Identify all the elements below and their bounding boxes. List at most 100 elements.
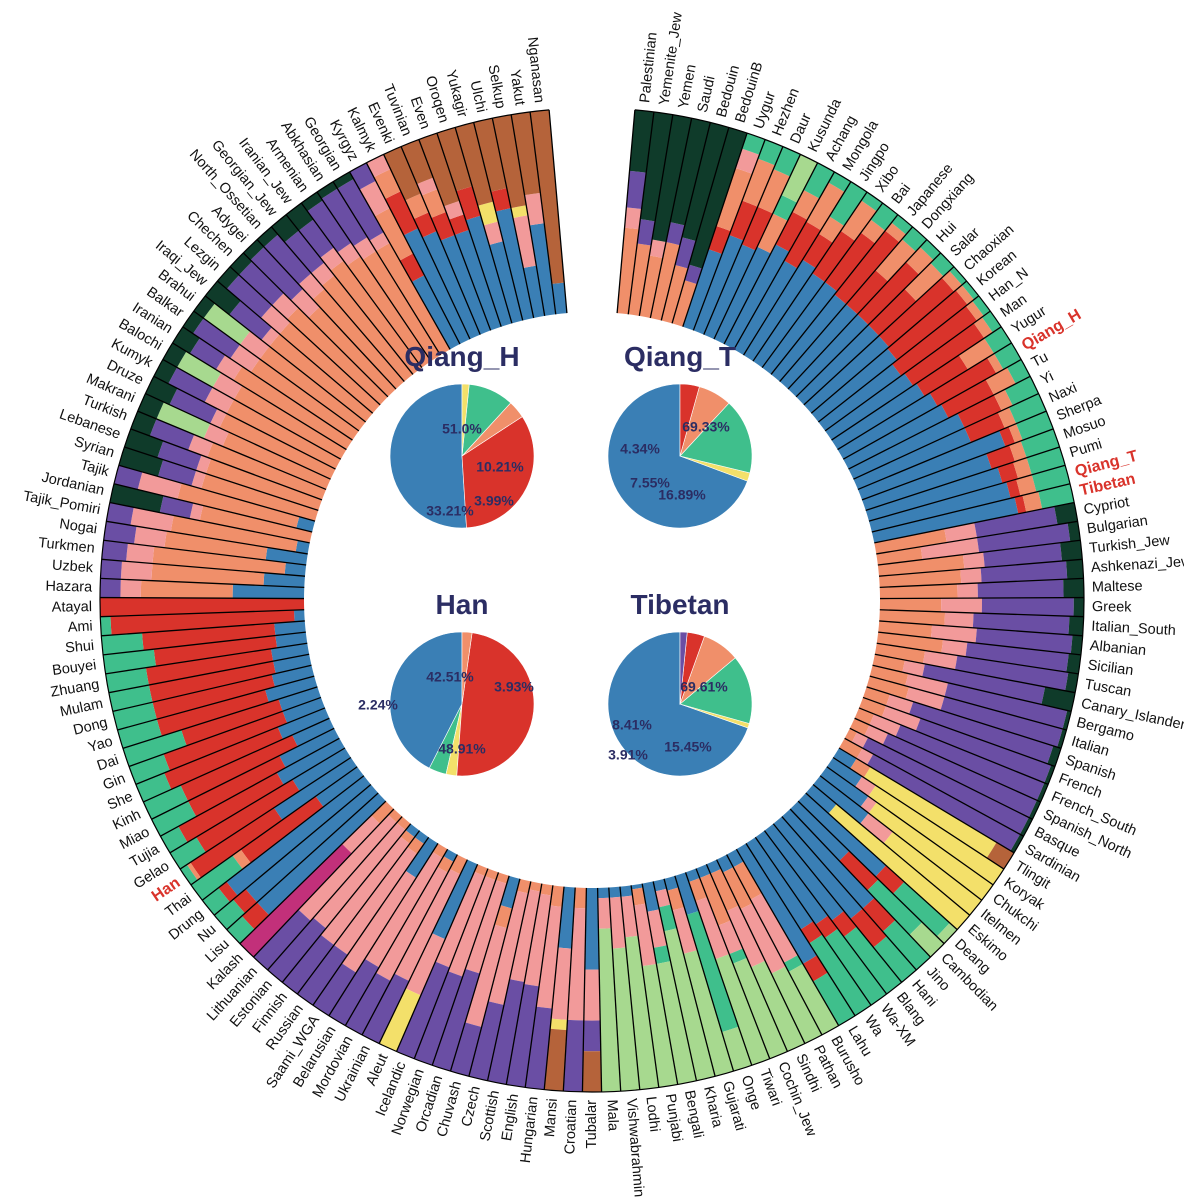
- bar-separator: [879, 596, 1084, 600]
- bar-segment-salmon: [371, 801, 394, 824]
- bar-separator: [878, 558, 1083, 577]
- bar-segment-yellow: [883, 831, 982, 916]
- bar-separator: [108, 653, 310, 694]
- bar-separator: [627, 111, 655, 315]
- bar-segment-red: [997, 462, 1019, 484]
- bar-segment-salmon: [672, 280, 697, 327]
- bar-sardinian: [839, 737, 1024, 853]
- bar-segment-purple: [684, 264, 703, 285]
- pie-percent-label: 4.34%: [620, 441, 660, 457]
- bar-segment-purple: [974, 506, 1058, 538]
- bar-separator: [862, 696, 1056, 768]
- bar-eskimo: [805, 784, 971, 930]
- bar-segment-pink: [567, 907, 586, 1021]
- bar-segment-purple: [100, 578, 121, 598]
- bar-segment-pink: [359, 180, 390, 217]
- bar-tu: [842, 358, 1031, 470]
- pop-label-turkish-jew: Turkish_Jew: [1089, 533, 1172, 557]
- bar-segment-purple: [965, 642, 1069, 672]
- bar-segment-green: [843, 926, 902, 995]
- bar-segment-pink: [465, 880, 507, 974]
- bar-segment-blue: [226, 775, 371, 896]
- bar-segment-lightgreen: [788, 963, 839, 1035]
- bar-segment-lightgreen: [750, 960, 805, 1052]
- bar-segment-salmon: [906, 247, 934, 275]
- bar-segment-blue: [811, 348, 897, 422]
- bar-segment-red: [839, 851, 879, 891]
- bar-segment-green: [882, 920, 931, 970]
- bar-separator: [109, 501, 310, 544]
- bar-separator: [130, 428, 323, 501]
- pop-label-shui: Shui: [64, 638, 94, 657]
- bar-segment-darkgreen: [1068, 616, 1084, 636]
- bar-segment-pink: [869, 714, 901, 737]
- bar-segment-pink: [260, 305, 291, 334]
- bar-segment-pink: [962, 552, 985, 570]
- bar-separator: [213, 784, 372, 916]
- bar-segment-darkgreen: [1028, 800, 1041, 820]
- bar-separator: [878, 631, 1082, 656]
- bar-separator: [100, 596, 305, 600]
- bar-separator: [135, 707, 326, 785]
- bar-segment-blue: [274, 620, 306, 636]
- bar-separator: [162, 358, 342, 460]
- bar-segment-red: [431, 212, 455, 241]
- bar-segment-purple: [345, 972, 391, 1035]
- bar-segment-red: [240, 796, 324, 863]
- bar-segment-green: [961, 281, 979, 300]
- bar-segment-salmon: [474, 864, 488, 877]
- bar-segment-green: [1038, 483, 1075, 509]
- bar-xibo: [752, 191, 883, 368]
- bar-segment-salmon: [540, 883, 553, 896]
- bar-segment-blue: [584, 887, 600, 970]
- bar-segment-purple: [229, 300, 272, 340]
- bar-segment-purple: [239, 261, 284, 306]
- pop-label-lodhi: Lodhi: [642, 1096, 662, 1133]
- bar-segment-salmon: [388, 809, 403, 823]
- bar-separator: [113, 483, 313, 533]
- bar-segment-salmon: [164, 531, 268, 561]
- bar-segment-pink: [944, 611, 974, 628]
- bar-segment-pink: [718, 920, 743, 955]
- bar-segment-salmon: [152, 546, 286, 575]
- bar-segment-blue: [454, 229, 502, 331]
- bar-separator: [270, 226, 405, 382]
- pop-label-yakut: Yakut: [506, 68, 527, 106]
- pie-tibetan: Tibetan 69.61% 15.45% 8.41% 3.91%: [607, 589, 753, 777]
- bar-separator: [842, 358, 1022, 460]
- bar-balkar: [182, 311, 359, 441]
- bar-segment-salmon: [650, 242, 680, 321]
- bar-separator: [713, 154, 802, 340]
- bar-segment-blue: [853, 427, 971, 490]
- bar-segment-pink: [134, 526, 167, 548]
- pie-slice-yellow: [461, 383, 470, 457]
- bar-segment-green: [135, 772, 172, 802]
- bar-separator: [866, 686, 1062, 749]
- bar-segment-blue: [257, 792, 386, 916]
- bar-kharia: [653, 878, 716, 1081]
- bar-segment-salmon: [742, 158, 776, 207]
- bar-separator: [348, 171, 451, 350]
- bar-segment-green: [1008, 393, 1047, 424]
- bar-segment-pink: [860, 813, 893, 844]
- pie-slice-green: [679, 657, 753, 724]
- bar-wa: [746, 836, 872, 1016]
- bar-segment-salmon: [485, 868, 499, 881]
- bar-segment-red: [153, 635, 278, 667]
- bar-segment-green: [809, 934, 872, 1016]
- bar-segment-darkgreen: [1066, 653, 1081, 674]
- bar-segment-salmon: [449, 854, 468, 875]
- bar-segment-blue: [529, 223, 556, 316]
- bar-segment-green: [122, 729, 187, 767]
- bar-segment-salmon: [955, 285, 974, 305]
- bar-syrian: [118, 446, 319, 522]
- bar-segment-darkgreen: [301, 192, 323, 212]
- bar-druze: [145, 376, 336, 480]
- bar-segment-green: [873, 936, 917, 983]
- bar-man: [824, 310, 1002, 441]
- bar-segment-darkgreen: [124, 428, 164, 458]
- bar-segment-pink: [341, 870, 417, 973]
- bar-separator: [879, 609, 1084, 618]
- bar-segment-red: [100, 597, 305, 617]
- bar-segment-red: [957, 394, 1002, 428]
